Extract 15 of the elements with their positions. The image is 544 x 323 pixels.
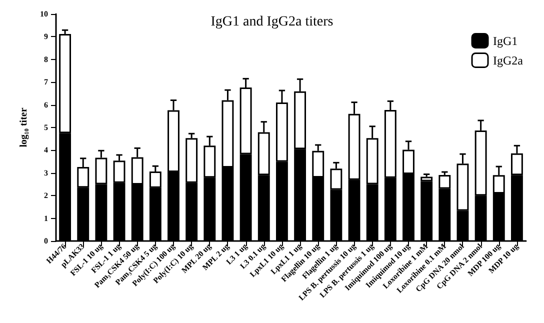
y-tick-label: 10: [40, 10, 48, 18]
y-tick-label: 2: [44, 191, 48, 200]
legend-label: IgG1: [493, 34, 518, 48]
y-tick-label: 7: [44, 78, 48, 87]
y-tick-label: 1: [44, 214, 48, 223]
chart-title: IgG1 and IgG2a titers: [210, 14, 334, 30]
y-tick-label: 8: [44, 54, 48, 64]
y-tick-label: 0: [44, 236, 48, 246]
y-tick-label: 5: [44, 123, 48, 132]
y-axis-title: log₁₀ titer: [18, 107, 30, 148]
legend-label: IgG2a: [493, 53, 524, 68]
y-tick-label: 4: [44, 146, 48, 155]
y-tick-label: 3: [44, 168, 48, 178]
y-tick-label: 6: [44, 100, 48, 110]
y-tick-label: 9: [44, 32, 48, 42]
